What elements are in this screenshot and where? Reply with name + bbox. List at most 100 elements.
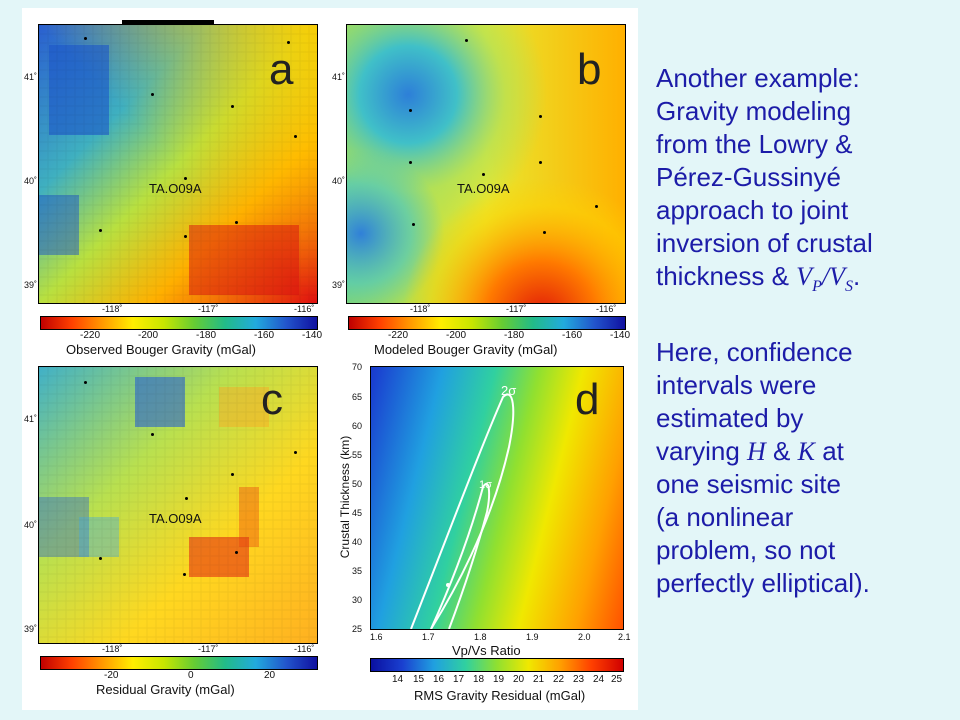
station-dot bbox=[595, 205, 598, 208]
lat-tick: 40˚ bbox=[332, 176, 346, 186]
lat-tick: 41˚ bbox=[24, 414, 38, 424]
lat-tick: 41˚ bbox=[332, 72, 346, 82]
y-tick: 30 bbox=[352, 595, 363, 605]
colorbar bbox=[370, 658, 624, 672]
colorbar-tick: -220 bbox=[388, 330, 409, 341]
colorbar-tick: 20 bbox=[513, 674, 525, 685]
text-line: approach to joint bbox=[656, 195, 849, 225]
y-tick: 70 bbox=[352, 362, 363, 372]
colorbar-tick: 21 bbox=[533, 674, 545, 685]
lon-tick: -116˚ bbox=[596, 304, 617, 314]
station-dot bbox=[183, 573, 186, 576]
lon-tick: -117˚ bbox=[198, 644, 219, 654]
colorbar-tick: -160 bbox=[562, 330, 583, 341]
station-label: TA.O09A bbox=[457, 181, 510, 196]
colorbar-tick: 17 bbox=[453, 674, 465, 685]
y-tick: 25 bbox=[352, 624, 363, 634]
x-tick: 1.9 bbox=[526, 632, 539, 642]
lat-tick: 40˚ bbox=[24, 520, 38, 530]
lat-tick: 39˚ bbox=[332, 280, 346, 290]
period: . bbox=[852, 261, 861, 291]
lat-tick: 40˚ bbox=[24, 176, 38, 186]
contour-1sigma bbox=[430, 482, 491, 629]
text-line: from the Lowry & bbox=[656, 129, 853, 159]
colorbar-tick: -180 bbox=[504, 330, 525, 341]
x-tick: 2.1 bbox=[618, 632, 631, 642]
colorbar-tick: -140 bbox=[302, 330, 323, 341]
station-dot bbox=[84, 381, 87, 384]
lon-tick: -118˚ bbox=[102, 304, 123, 314]
residual-gravity-raster bbox=[39, 367, 317, 643]
text-line: at bbox=[814, 436, 844, 467]
colorbar-tick: 20 bbox=[264, 670, 276, 681]
colorbar-tick: 22 bbox=[553, 674, 565, 685]
station-label: TA.O09A bbox=[149, 511, 202, 526]
panel-b: TA.O09A b 41˚ 40˚ 39˚ -118˚ -117˚ -116˚ … bbox=[330, 8, 630, 360]
vp-symbol: V bbox=[796, 262, 813, 291]
k-symbol: K bbox=[797, 437, 815, 467]
station-dot bbox=[409, 109, 412, 112]
station-dot bbox=[465, 39, 468, 42]
station-dot bbox=[412, 223, 415, 226]
colorbar-tick: 24 bbox=[593, 674, 605, 685]
station-dot bbox=[287, 41, 290, 44]
colorbar-title: Residual Gravity (mGal) bbox=[96, 682, 235, 697]
x-tick: 1.8 bbox=[474, 632, 487, 642]
station-dot bbox=[539, 161, 542, 164]
ampersand: & bbox=[765, 436, 798, 467]
colorbar-tick: -200 bbox=[138, 330, 159, 341]
paragraph-confidence: Here, confidence intervals were estimate… bbox=[656, 336, 956, 600]
station-dot bbox=[231, 473, 234, 476]
colorbar-tick: 16 bbox=[433, 674, 445, 685]
text-line: Here, confidence bbox=[656, 337, 853, 368]
text-line: Gravity modeling bbox=[656, 96, 852, 126]
colorbar-tick: -160 bbox=[254, 330, 275, 341]
contour-label-1sigma: 1σ bbox=[479, 479, 492, 491]
y-tick: 35 bbox=[352, 566, 363, 576]
panel-letter: d bbox=[575, 375, 600, 424]
lat-tick: 41˚ bbox=[24, 72, 38, 82]
colorbar-title: RMS Gravity Residual (mGal) bbox=[414, 688, 586, 703]
y-tick: 50 bbox=[352, 479, 363, 489]
colorbar bbox=[348, 316, 626, 330]
panel-c: TA.O09A c 41˚ 40˚ 39˚ -118˚ -117˚ -116˚ … bbox=[22, 360, 322, 710]
text-line: Another example: bbox=[656, 63, 860, 93]
h-symbol: H bbox=[747, 437, 766, 467]
colorbar-tick: 18 bbox=[473, 674, 485, 685]
x-tick: 2.0 bbox=[578, 632, 591, 642]
slide-left-border bbox=[0, 0, 22, 720]
panel-d: 2σ 1σ d 70 65 60 55 50 45 40 35 30 25 Cr… bbox=[322, 360, 638, 710]
colorbar bbox=[40, 316, 318, 330]
text-line: (a nonlinear bbox=[656, 502, 794, 533]
station-dot bbox=[84, 37, 87, 40]
contour-label-2sigma: 2σ bbox=[501, 383, 517, 398]
lon-tick: -117˚ bbox=[198, 304, 219, 314]
lon-tick: -116˚ bbox=[294, 644, 315, 654]
figure-panels: TA.O09A a 41˚ 40˚ 39˚ -118˚ -117˚ -116˚ … bbox=[22, 8, 638, 710]
station-dot bbox=[184, 235, 187, 238]
vs-subscript: S bbox=[844, 278, 853, 296]
text-line: estimated by bbox=[656, 403, 804, 434]
text-line: problem, so not bbox=[656, 535, 836, 566]
paragraph-intro: Another example: Gravity modeling from t… bbox=[656, 62, 956, 303]
station-dot bbox=[99, 229, 102, 232]
lat-tick: 39˚ bbox=[24, 624, 38, 634]
station-dot bbox=[409, 161, 412, 164]
colorbar-tick: -200 bbox=[446, 330, 467, 341]
colorbar-tick: -180 bbox=[196, 330, 217, 341]
lat-tick: 39˚ bbox=[24, 280, 38, 290]
station-dot bbox=[543, 231, 546, 234]
slash: / bbox=[821, 262, 830, 291]
station-dot bbox=[99, 557, 102, 560]
vs-symbol: V bbox=[829, 262, 845, 291]
station-dot bbox=[235, 221, 238, 224]
colorbar-tick: 23 bbox=[573, 674, 585, 685]
station-dot bbox=[231, 105, 234, 108]
lon-tick: -116˚ bbox=[294, 304, 315, 314]
colorbar-tick: -140 bbox=[610, 330, 631, 341]
y-tick: 60 bbox=[352, 421, 363, 431]
colorbar-title: Modeled Bouger Gravity (mGal) bbox=[374, 342, 558, 357]
text-line: inversion of crustal bbox=[656, 228, 873, 258]
modeled-gravity-raster bbox=[347, 25, 625, 303]
colorbar bbox=[40, 656, 318, 670]
